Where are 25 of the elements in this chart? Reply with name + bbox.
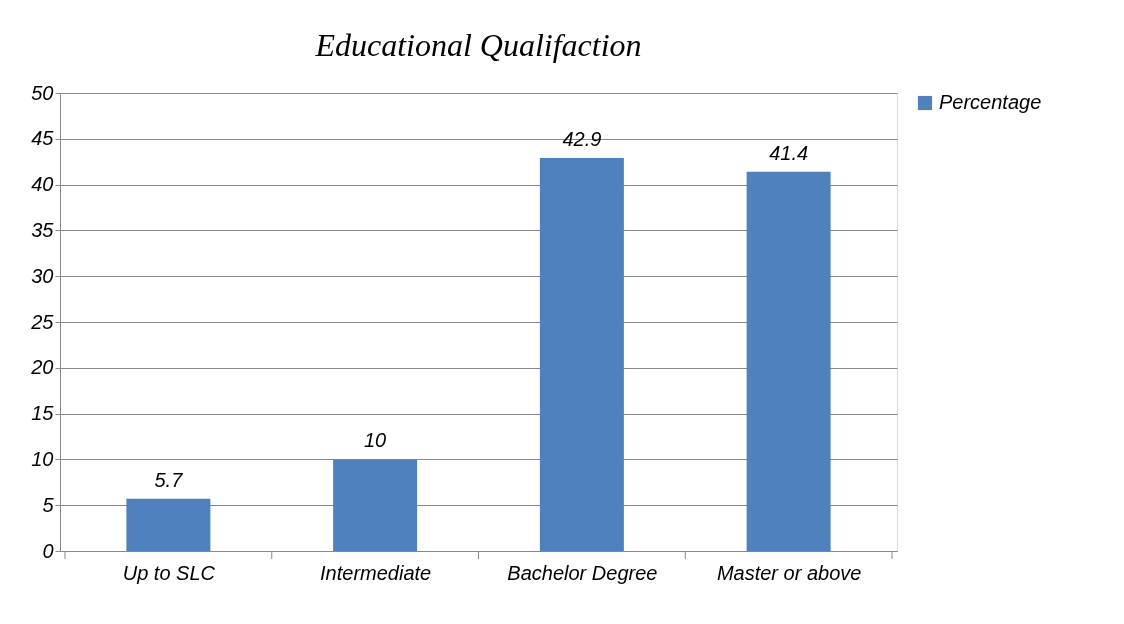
data-label: 41.4 — [769, 141, 809, 164]
bar — [539, 158, 624, 551]
y-tick-label: 15 — [31, 402, 55, 425]
legend-label: Percentage — [939, 91, 1042, 113]
data-label: 5.7 — [154, 468, 184, 491]
data-label: 10 — [364, 429, 387, 452]
bar — [746, 171, 831, 551]
y-tick-label: 45 — [31, 127, 55, 150]
y-tick-label: 5 — [42, 493, 55, 516]
x-tick-label: Intermediate — [320, 561, 432, 584]
y-tick-label: 10 — [31, 447, 54, 470]
y-tick-label: 30 — [31, 264, 54, 287]
x-tick-label: Up to SLC — [122, 561, 216, 584]
y-tick-label: 20 — [30, 356, 54, 379]
bar — [126, 498, 211, 551]
y-tick-label: 0 — [42, 539, 54, 562]
x-tick-label: Master or above — [716, 561, 862, 584]
chart-title: Educational Qualifaction — [314, 27, 642, 63]
bar — [333, 459, 418, 551]
x-tick-label: Bachelor Degree — [507, 561, 658, 584]
y-tick-label: 40 — [31, 173, 54, 196]
data-label: 42.9 — [562, 128, 602, 151]
y-tick-label: 35 — [31, 218, 55, 241]
y-tick-label: 50 — [31, 81, 54, 104]
y-tick-label: 25 — [30, 310, 55, 333]
